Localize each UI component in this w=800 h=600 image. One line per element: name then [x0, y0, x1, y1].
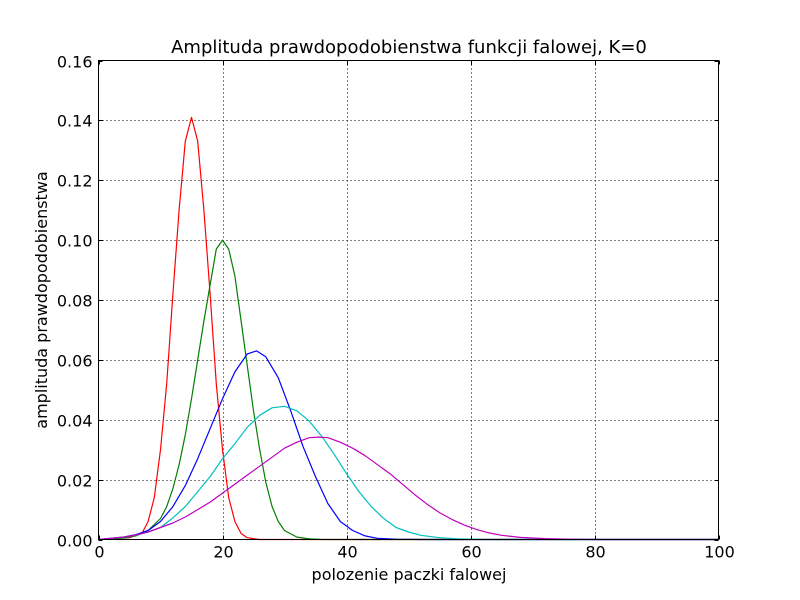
y-tick-label: 0.08	[57, 292, 93, 311]
y-tick-label: 0.12	[57, 172, 93, 191]
x-tick-label: 40	[337, 543, 357, 562]
series-line-4	[98, 405, 719, 541]
x-tick-label: 100	[704, 543, 735, 562]
x-axis-label: polozenie paczki falowej	[312, 565, 507, 584]
x-tick-label: 20	[213, 543, 233, 562]
chart-title: Amplituda prawdopodobienstwa funkcji fal…	[171, 37, 647, 58]
y-axis-label: amplituda prawdopodobienstwa	[32, 171, 51, 428]
y-tick-label: 0.14	[57, 112, 93, 131]
series-line-2	[98, 239, 719, 541]
series-line-1	[98, 116, 719, 541]
series-line-5	[98, 436, 719, 541]
series-group	[98, 116, 719, 541]
y-tick-label: 0.04	[57, 412, 93, 431]
x-tick-label: 60	[461, 543, 481, 562]
y-tick-label: 0.10	[57, 232, 93, 251]
x-tick-label: 80	[585, 543, 605, 562]
x-tick-label: 0	[94, 543, 104, 562]
axis-ticks: 0 20 40 60 80 100 0.00 0.02 0.04 0.06 0.08 0.10 0.12…	[57, 53, 735, 562]
y-tick-label: 0.06	[57, 352, 93, 371]
y-tick-label: 0.16	[57, 53, 93, 72]
grid	[98, 60, 719, 540]
series-line-3	[98, 350, 719, 541]
y-tick-label: 0.00	[57, 532, 93, 551]
y-tick-label: 0.02	[57, 472, 93, 491]
